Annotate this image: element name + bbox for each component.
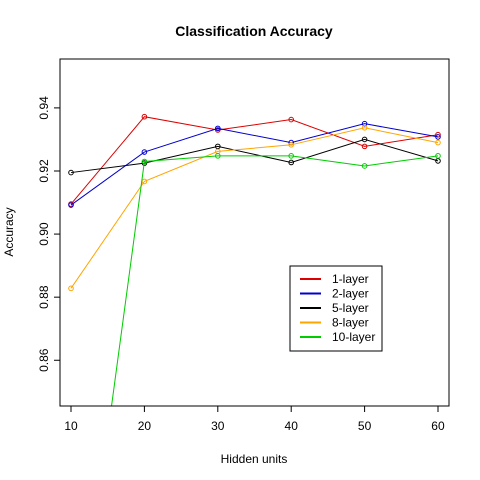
data-point-10-layer [435,153,441,159]
x-tick-label: 30 [211,419,225,433]
data-point-2-layer [215,125,221,132]
data-point-2-layer [68,202,74,208]
x-tick-label: 10 [64,419,78,433]
series-line-1-layer [70,116,439,205]
series-line-2-layer [70,123,439,206]
y-axis-ticks: 0.86 0.88 0.90 0.92 0.94 [37,96,60,372]
data-point-10-layer [141,158,148,165]
data-point-5-layer [361,136,368,143]
data-point-10-layer [288,153,294,159]
y-tick-label: 0.94 [37,96,51,120]
plot-frame [59,58,450,407]
data-point-1-layer [435,131,441,138]
legend-label: 8-layer [332,316,369,330]
x-axis-ticks: 10 20 30 40 50 60 [64,406,445,433]
x-tick-label: 40 [285,419,299,433]
legend-label: 2-layer [332,287,369,301]
data-point-8-layer [68,285,74,292]
series-line-5-layer [70,138,439,174]
y-tick-label: 0.92 [37,159,51,183]
y-tick-label: 0.90 [37,222,51,246]
data-point-8-layer [361,124,368,131]
data-point-2-layer [141,149,148,155]
x-axis-label: Hidden units [221,452,288,466]
series-line-8-layer [70,127,439,289]
chart-title: Classification Accuracy [175,23,333,39]
y-tick-label: 0.86 [37,348,51,372]
series-line-10-layer [111,155,439,406]
legend-label: 5-layer [332,301,369,315]
y-tick-label: 0.88 [37,285,51,309]
x-tick-label: 20 [138,419,152,433]
data-point-5-layer [288,159,294,166]
data-point-1-layer [361,143,368,150]
data-point-8-layer [288,142,294,148]
data-point-8-layer [435,139,441,146]
x-tick-label: 60 [431,419,445,433]
data-point-10-layer [361,163,368,169]
series-layer [68,113,441,406]
data-point-1-layer [141,113,148,120]
legend-label: 10-layer [332,330,375,344]
data-point-10-layer [215,153,221,159]
legend-label: 1-layer [332,272,369,286]
data-point-5-layer [68,169,74,176]
data-point-1-layer [288,116,294,123]
data-point-2-layer [435,134,441,140]
y-axis-label: Accuracy [2,207,16,256]
x-tick-label: 50 [358,419,372,433]
